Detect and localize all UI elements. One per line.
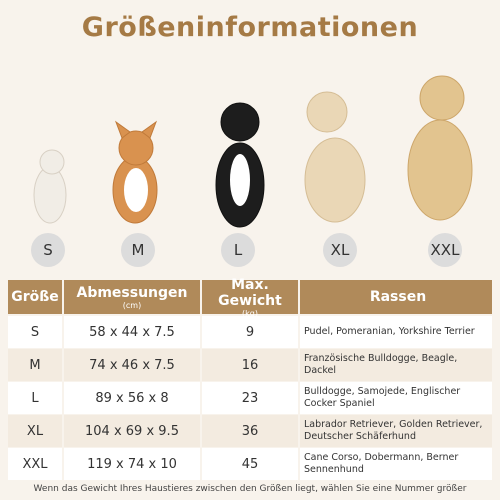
table-cell: Pudel, Pomeranian, Yorkshire Terrier	[300, 316, 492, 348]
dog-illustrations	[33, 75, 473, 228]
table-row: L 89 x 56 x 8 23 Bulldogge, Samojede, Engli…	[8, 382, 492, 414]
table-cell: L	[8, 382, 62, 414]
table-cell: 104 x 69 x 9.5	[64, 415, 200, 447]
table-row: M 74 x 46 x 7.5 16 Französische Bulldogge, …	[8, 349, 492, 381]
size-marker: XL	[323, 233, 357, 267]
table-cell: Französische Bulldogge, Beagle, Dackel	[300, 349, 492, 381]
header-cell: Abmessungen (cm)	[64, 280, 200, 314]
dog-l	[215, 102, 265, 228]
table-header: Größe Abmessungen (cm) Max. Gewicht (kg) R…	[8, 276, 492, 318]
table-cell: 119 x 74 x 10	[64, 448, 200, 480]
footer-note: Wenn das Gewicht Ihres Haustieres zwisch…	[33, 484, 467, 494]
table-cell: S	[8, 316, 62, 348]
size-marker: S	[31, 233, 65, 267]
table-cell: 16	[202, 349, 298, 381]
size-table: Größe Abmessungen (cm) Max. Gewicht (kg) R…	[8, 276, 492, 481]
header-text: Rassen	[369, 289, 427, 305]
header-text: Größe	[11, 289, 59, 305]
dog-xxl	[407, 75, 473, 221]
table-cell: XL	[8, 415, 62, 447]
table-cell: 89 x 56 x 8	[64, 382, 200, 414]
table-cell: XXL	[8, 448, 62, 480]
size-marker: M	[121, 233, 155, 267]
table-cell: 23	[202, 382, 298, 414]
dog-xl	[304, 91, 366, 223]
header-text: Abmessungen	[76, 284, 188, 301]
dog-s	[33, 149, 67, 224]
header-text: Max. Gewicht	[218, 276, 282, 309]
header-unit: (kg)	[242, 308, 258, 318]
table-row: S 58 x 44 x 7.5 9 Pudel, Pomeranian, Yorksh…	[8, 316, 492, 348]
title: Größeninformationen	[81, 12, 419, 43]
table-row: XXL 119 x 74 x 10 45 Cane Corso, Dobermann,…	[8, 448, 492, 480]
header-cell: Max. Gewicht (kg)	[202, 276, 298, 318]
dog-m	[112, 120, 158, 224]
table-cell: 45	[202, 448, 298, 480]
size-marker: L	[221, 233, 255, 267]
table-cell: M	[8, 349, 62, 381]
table-cell: 74 x 46 x 7.5	[64, 349, 200, 381]
table-cell: 58 x 44 x 7.5	[64, 316, 200, 348]
table-cell: Bulldogge, Samojede, Englischer Cocker S…	[300, 382, 492, 414]
table-cell: Labrador Retriever, Golden Retriever, De…	[300, 415, 492, 447]
header-cell: Rassen	[300, 280, 492, 314]
table-cell: 9	[202, 316, 298, 348]
size-marker: XXL	[428, 233, 462, 267]
table-cell: 36	[202, 415, 298, 447]
table-row: XL 104 x 69 x 9.5 36 Labrador Retriever, Go…	[8, 415, 492, 447]
header-unit: (cm)	[122, 300, 142, 310]
header-cell: Größe	[8, 280, 62, 314]
table-cell: Cane Corso, Dobermann, Berner Sennenhund	[300, 448, 492, 480]
